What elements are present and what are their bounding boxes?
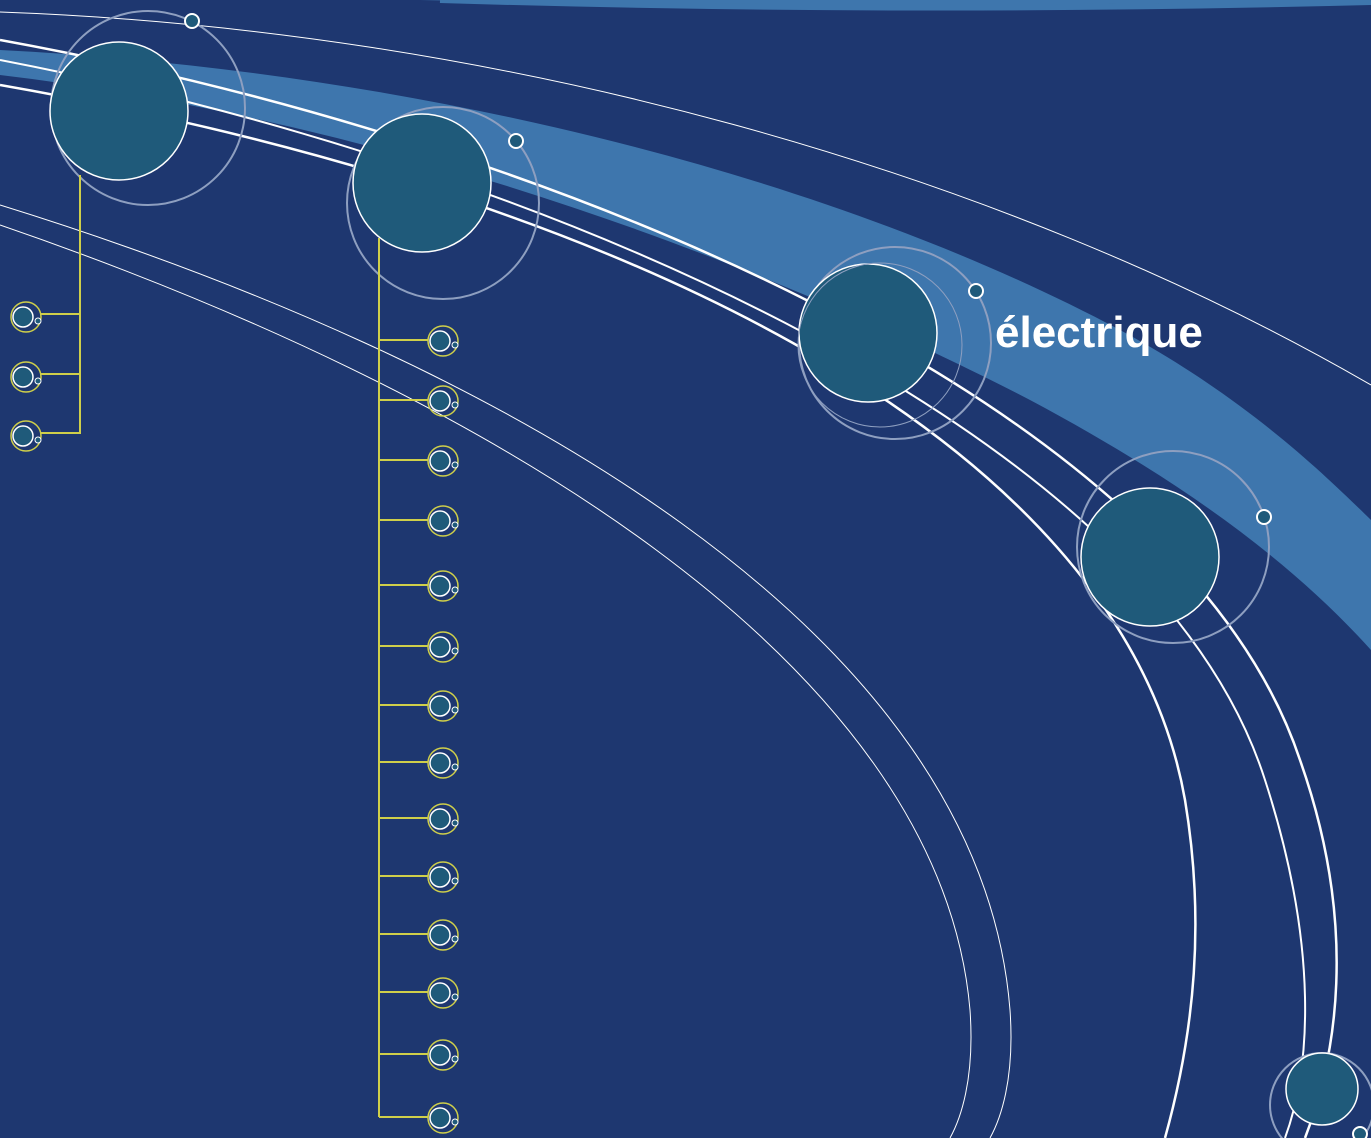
main-node-circle <box>49 41 189 181</box>
main-node-satellite <box>968 283 984 299</box>
child-node-orbit <box>427 747 459 779</box>
child-node-satellite <box>451 1118 459 1126</box>
child-node-circle <box>429 1044 451 1066</box>
branch-a-child <box>10 361 42 393</box>
main-node-satellite <box>1256 509 1272 525</box>
branch-b-child <box>427 977 459 1009</box>
child-node-satellite <box>451 341 459 349</box>
branch-b-child <box>427 385 459 417</box>
main-node-satellite <box>508 133 524 149</box>
child-nodes <box>10 301 459 1134</box>
child-node-satellite <box>451 706 459 714</box>
main-node <box>346 106 540 300</box>
child-node-satellite <box>451 877 459 885</box>
branch-a-child <box>10 420 42 452</box>
main-label: électrique <box>995 308 1203 357</box>
child-node-satellite <box>34 377 42 385</box>
branch-b-child <box>427 570 459 602</box>
branch-b-child <box>427 861 459 893</box>
main-node <box>49 10 246 206</box>
child-node-circle <box>429 752 451 774</box>
main-node-circle <box>798 263 938 403</box>
child-node-orbit <box>427 690 459 722</box>
child-node-circle <box>429 1107 451 1129</box>
child-node-satellite <box>451 763 459 771</box>
child-node-satellite <box>34 317 42 325</box>
child-node-satellite <box>451 401 459 409</box>
child-node-circle <box>12 366 34 388</box>
branch-b-child <box>427 747 459 779</box>
main-node-satellite <box>184 13 200 29</box>
child-node-circle <box>429 575 451 597</box>
child-node-circle <box>12 306 34 328</box>
curved-band <box>0 50 1371 650</box>
child-node-circle <box>12 425 34 447</box>
child-node-orbit <box>427 803 459 835</box>
child-node-satellite <box>34 436 42 444</box>
main-node-circle <box>1080 487 1220 627</box>
child-node-circle <box>429 924 451 946</box>
main-nodes <box>49 10 1371 1138</box>
child-node-circle <box>429 808 451 830</box>
child-node-satellite <box>451 521 459 529</box>
branch-b-child <box>427 919 459 951</box>
child-node-circle <box>429 695 451 717</box>
main-node-orbit <box>346 106 540 300</box>
child-node-orbit <box>427 385 459 417</box>
child-node-orbit <box>427 977 459 1009</box>
child-node-orbit <box>10 361 42 393</box>
child-node-satellite <box>451 935 459 943</box>
child-node-orbit <box>427 631 459 663</box>
child-node-orbit <box>427 1039 459 1071</box>
child-node-circle <box>429 390 451 412</box>
child-node-orbit <box>10 420 42 452</box>
child-node-orbit <box>427 919 459 951</box>
inner-thin-arc-2 <box>0 224 972 1138</box>
child-node-orbit <box>427 505 459 537</box>
branch-b-child <box>427 445 459 477</box>
branch-b-child <box>427 1102 459 1134</box>
child-node-satellite <box>451 647 459 655</box>
child-node-satellite <box>451 586 459 594</box>
branch-b-child <box>427 631 459 663</box>
child-node-orbit <box>427 861 459 893</box>
inner-thin-arc-1 <box>0 204 1012 1138</box>
main-node <box>1269 1052 1371 1138</box>
main-node-circle <box>352 113 492 253</box>
main-node-satellite <box>1352 1126 1368 1138</box>
branch-a-child <box>10 301 42 333</box>
branch-b-child <box>427 325 459 357</box>
child-node-circle <box>429 982 451 1004</box>
outer-thin-arc <box>0 11 1371 386</box>
main-node <box>1076 450 1272 644</box>
branch-b-child <box>427 1039 459 1071</box>
branch-b-child <box>427 803 459 835</box>
child-node-circle <box>429 510 451 532</box>
main-node-orbit <box>1076 450 1270 644</box>
main-node-circle <box>1285 1052 1359 1126</box>
child-node-orbit <box>427 445 459 477</box>
branch-b-child <box>427 690 459 722</box>
child-node-satellite <box>451 819 459 827</box>
branch-b-child <box>427 505 459 537</box>
child-node-orbit <box>427 1102 459 1134</box>
child-node-orbit <box>427 570 459 602</box>
top-edge-arc <box>439 0 1371 11</box>
child-node-circle <box>429 636 451 658</box>
child-node-orbit <box>10 301 42 333</box>
child-node-circle <box>429 330 451 352</box>
child-node-satellite <box>451 461 459 469</box>
connectors <box>40 175 428 1118</box>
child-node-orbit <box>427 325 459 357</box>
child-node-satellite <box>451 993 459 1001</box>
child-node-satellite <box>451 1055 459 1063</box>
child-node-circle <box>429 866 451 888</box>
main-node-orbit-extra <box>797 262 963 428</box>
child-node-circle <box>429 450 451 472</box>
